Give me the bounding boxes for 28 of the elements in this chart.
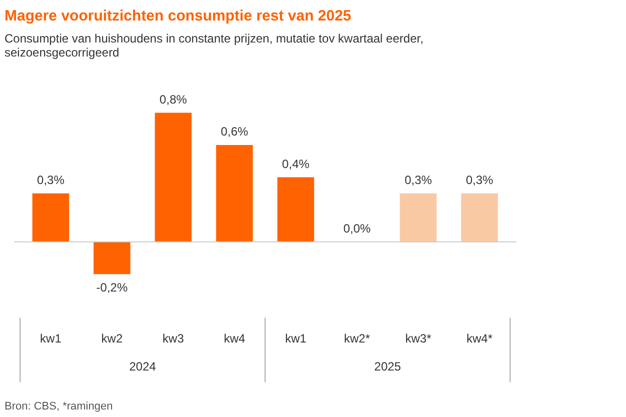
bar [154, 112, 192, 242]
bar [32, 193, 70, 242]
data-label: 0,3% [404, 172, 432, 187]
bar [400, 193, 437, 242]
data-label: -0,2% [96, 280, 128, 295]
bar [94, 242, 130, 274]
data-label: 0,3% [37, 172, 65, 187]
chart-subtitle: Consumptie van huishoudens in constante prijzen, mutatie tov kwartaal eerder, seizoensgecorrigeerd [4, 32, 424, 60]
x-tick-label: kw4 [224, 332, 246, 346]
bar [277, 177, 314, 242]
text: 2024 [129, 360, 156, 374]
bar [461, 193, 498, 242]
bar [216, 145, 253, 242]
data-label: 0,0% [343, 221, 371, 236]
chart-title: Magere vooruitzichten consumptie rest van 2025 [4, 8, 352, 24]
x-tick-label: kw2 [101, 332, 123, 346]
text: Bron: CBS, *ramingen [4, 400, 113, 412]
text: 2025 [374, 360, 402, 374]
data-label: 0,8% [160, 92, 188, 106]
data-label: 0,3% [466, 172, 494, 187]
x-tick-label: kw3 [162, 332, 184, 346]
x-tick-label: kw3* [405, 332, 432, 346]
x-tick-label: kw1 [285, 332, 307, 346]
x-tick-label: kw4* [466, 332, 493, 346]
x-tick-label: kw1 [40, 332, 62, 346]
x-tick-label: kw2* [344, 332, 370, 346]
data-label: 0,6% [220, 124, 248, 139]
data-label: 0,4% [282, 156, 310, 171]
